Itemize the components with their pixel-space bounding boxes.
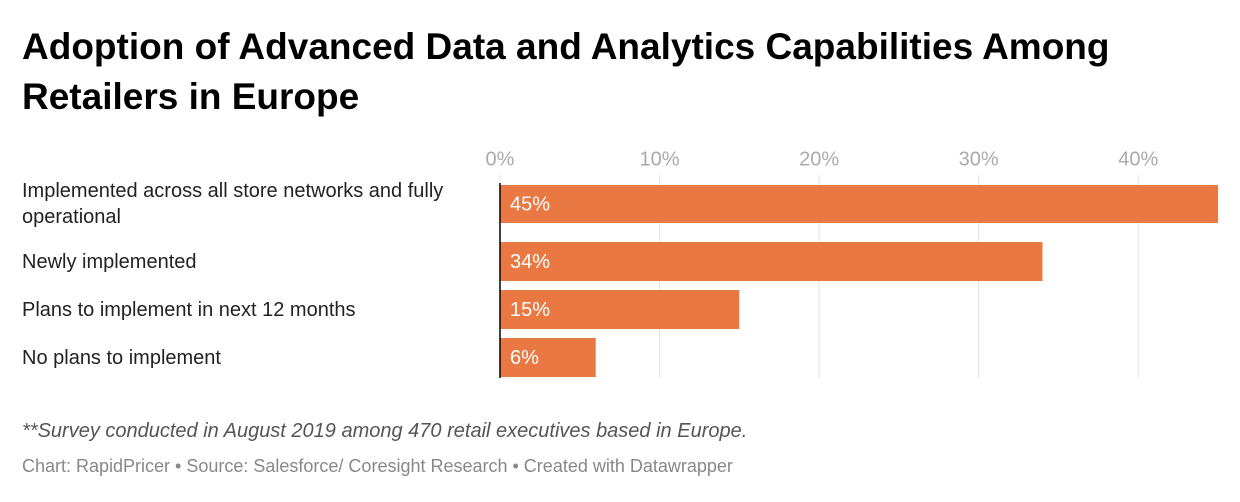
bar	[500, 185, 1218, 223]
x-tick-label: 0%	[486, 148, 515, 170]
bar	[500, 338, 596, 377]
value-label: 15%	[510, 299, 550, 321]
category-label: Plans to implement in next 12 months	[22, 299, 356, 321]
category-label: No plans to implement	[22, 347, 221, 369]
x-tick-label: 20%	[799, 148, 839, 170]
x-tick-label: 10%	[640, 148, 680, 170]
bar	[500, 290, 740, 329]
chart-title: Adoption of Advanced Data and Analytics …	[22, 26, 1110, 117]
category-label: Newly implemented	[22, 251, 197, 273]
value-label: 34%	[510, 251, 550, 273]
value-label: 45%	[510, 193, 550, 215]
bar	[500, 242, 1043, 281]
note: **Survey conducted in August 2019 among …	[22, 420, 748, 442]
x-tick-label: 30%	[959, 148, 999, 170]
category-label: Implemented across all store networks an…	[22, 180, 444, 228]
footer: Chart: RapidPricer • Source: Salesforce/…	[22, 456, 733, 476]
x-tick-label: 40%	[1118, 148, 1158, 170]
value-label: 6%	[510, 347, 539, 369]
